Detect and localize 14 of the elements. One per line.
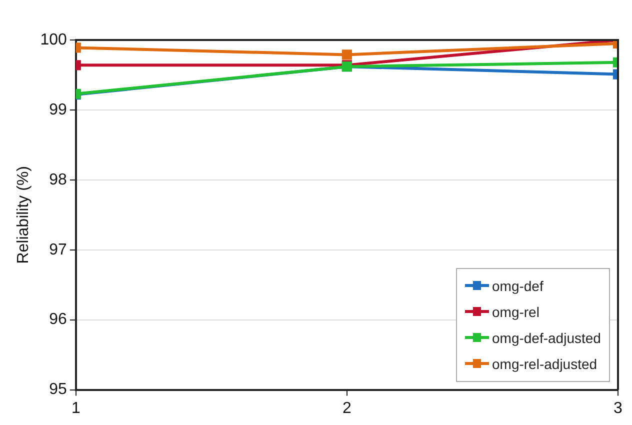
y-tick-label: 95 bbox=[49, 381, 67, 398]
legend-label: omg-def bbox=[492, 278, 544, 294]
y-tick-label: 98 bbox=[49, 171, 67, 188]
y-tick-label: 97 bbox=[49, 241, 67, 258]
x-tick-label: 3 bbox=[614, 400, 623, 417]
legend-label: omg-rel bbox=[492, 304, 540, 320]
x-tick-label: 1 bbox=[71, 400, 80, 417]
y-tick-label: 96 bbox=[49, 311, 67, 328]
x-tick-label: 2 bbox=[342, 400, 352, 417]
y-tick-label: 99 bbox=[49, 101, 67, 118]
legend-label: omg-rel-adjusted bbox=[492, 356, 598, 372]
legend-label: omg-def-adjusted bbox=[492, 330, 601, 346]
y-axis-title: Reliability (%) bbox=[15, 166, 32, 264]
y-tick-label: 100 bbox=[40, 31, 67, 48]
